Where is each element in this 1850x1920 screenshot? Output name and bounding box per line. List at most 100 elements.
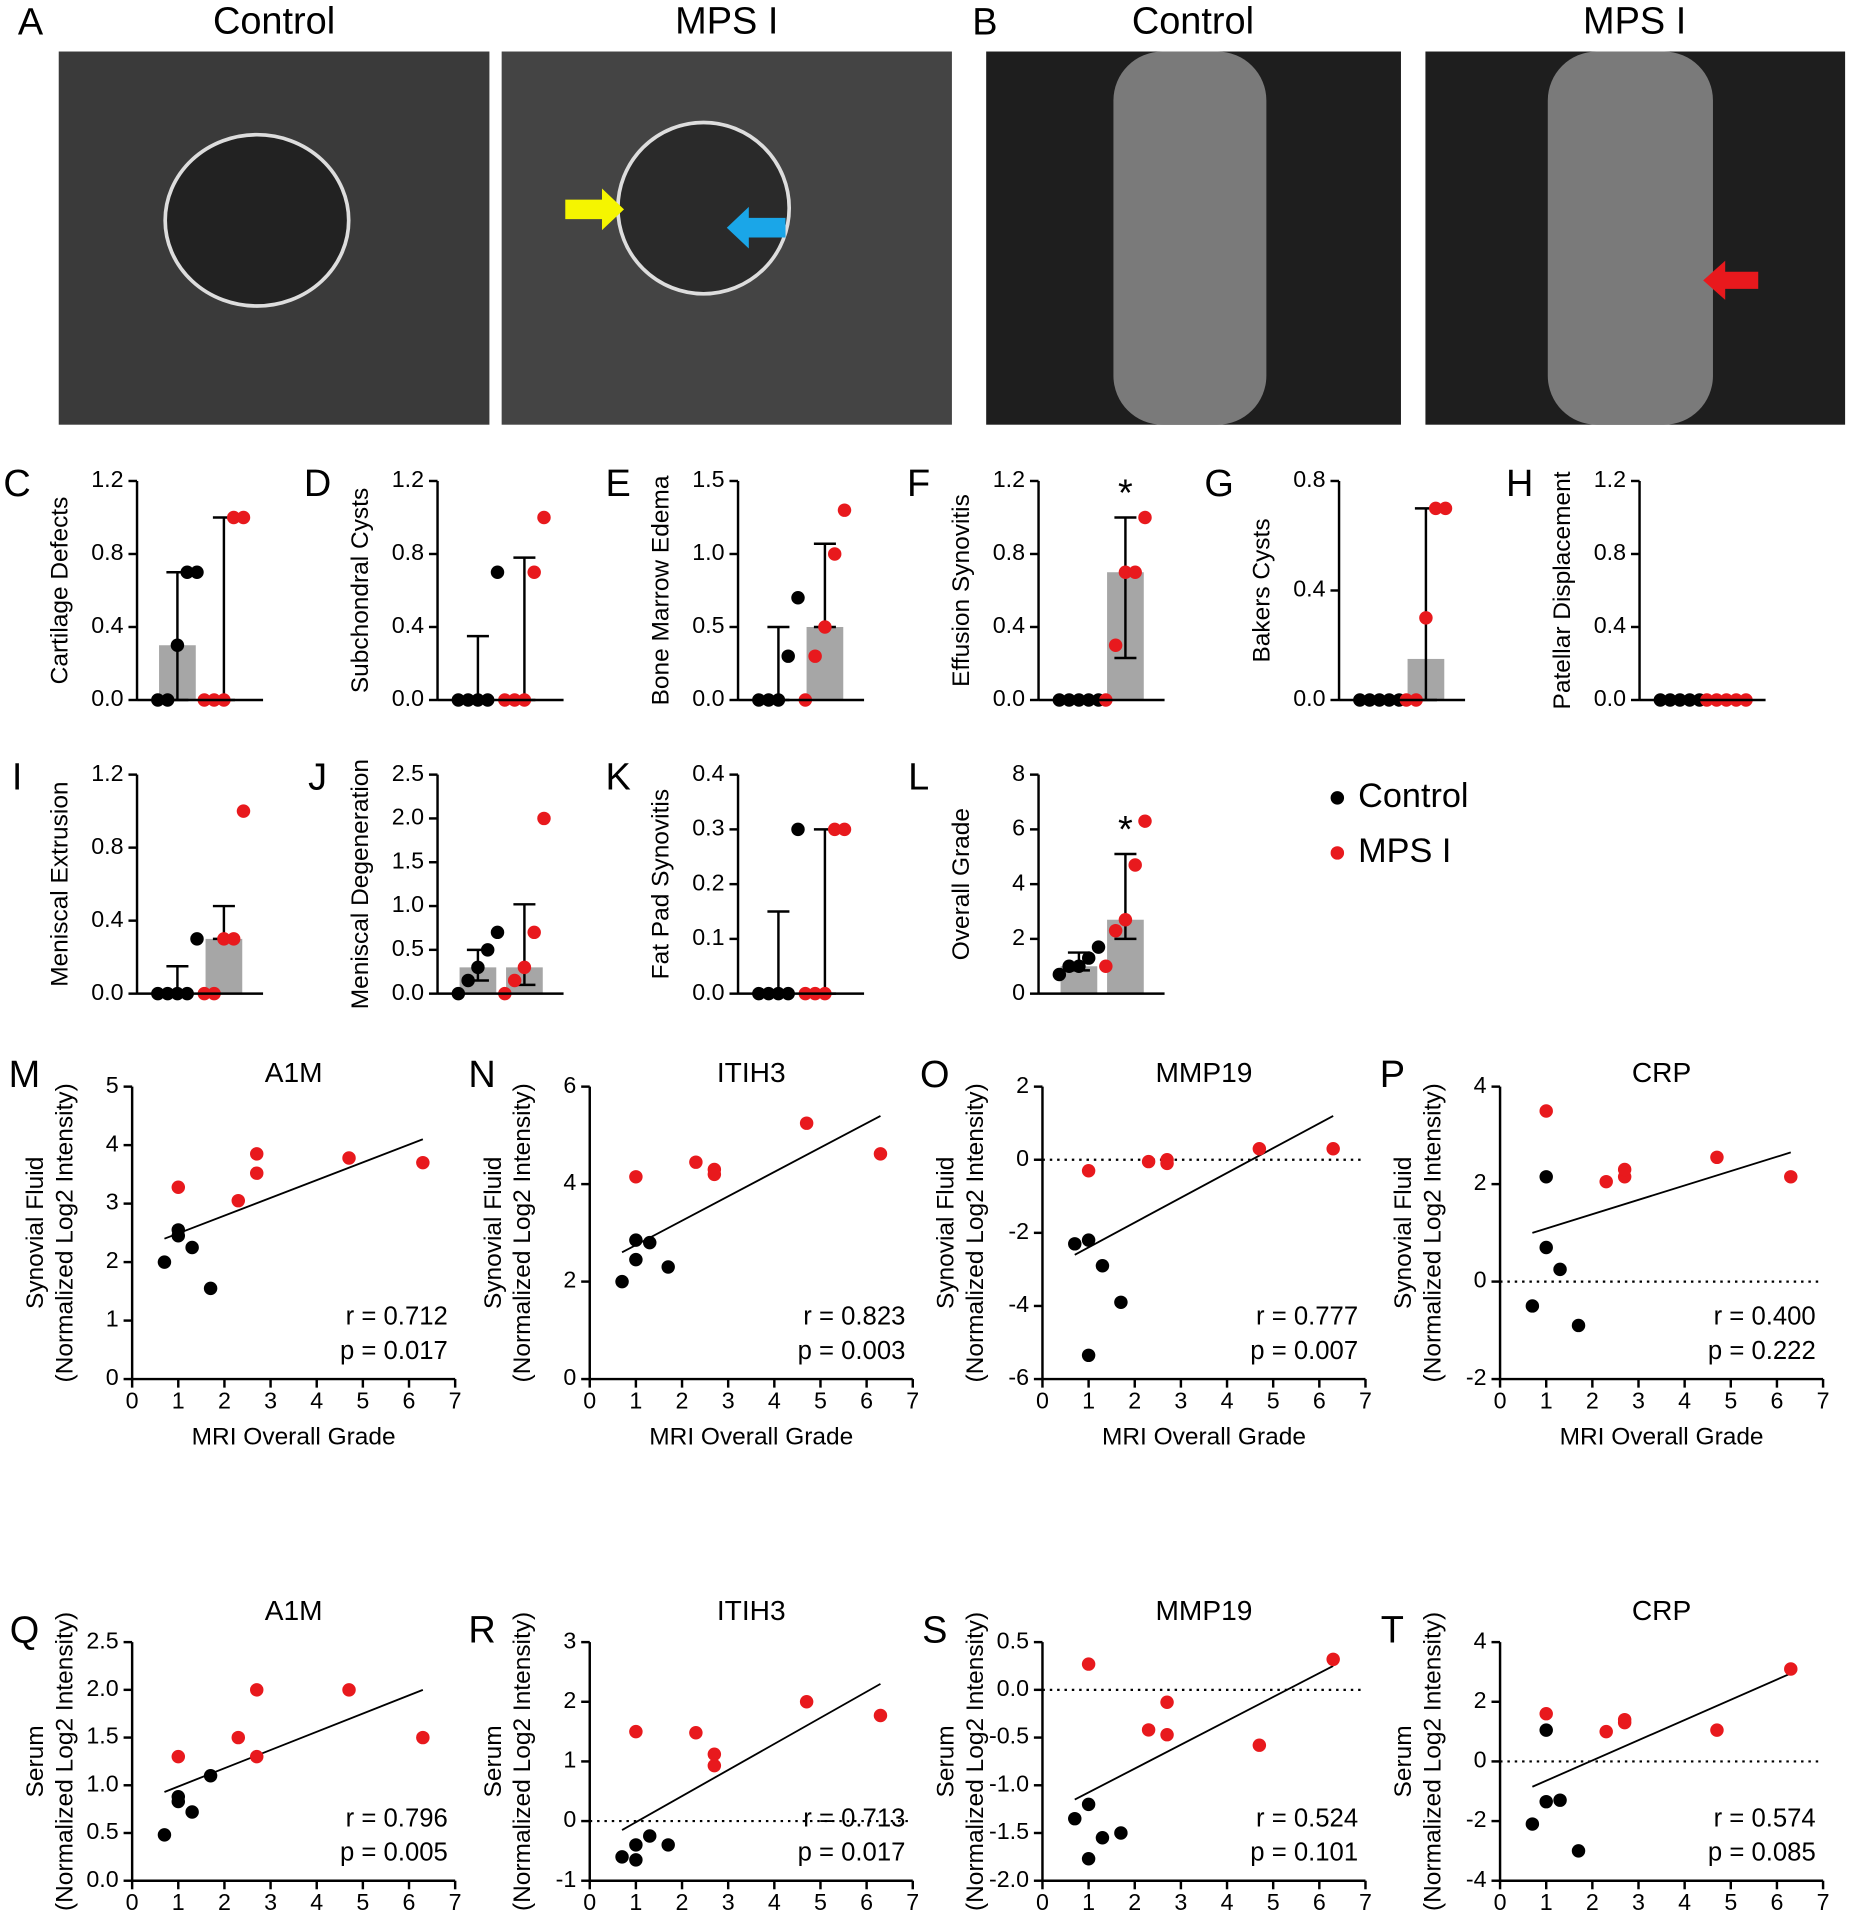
- dot: [1062, 959, 1076, 974]
- dot: [1160, 1156, 1174, 1171]
- panel-letter: C: [3, 463, 30, 505]
- x-tick-label: 5: [814, 1889, 827, 1915]
- x-tick-label: 6: [1770, 1889, 1783, 1915]
- y-tick-label: 1.2: [91, 466, 123, 492]
- y-tick-label: -0.5: [989, 1723, 1029, 1749]
- dot: [1118, 565, 1133, 579]
- dot: [416, 1730, 430, 1745]
- x-tick-label: 3: [722, 1889, 735, 1915]
- x-tick-label: 1: [1082, 1889, 1095, 1915]
- dot: [226, 510, 241, 525]
- significance: *: [1118, 809, 1133, 851]
- annotation: p = 0.005: [340, 1839, 448, 1867]
- annotation: r = 0.574: [1714, 1804, 1816, 1832]
- y-tick-label: 1.2: [91, 760, 123, 786]
- mri-image: [163, 132, 351, 308]
- x-tick-label: 6: [1313, 1889, 1326, 1915]
- dot: [1710, 1150, 1724, 1165]
- y-tick-label: 6: [563, 1072, 576, 1098]
- y-axis-label: Patellar Displacement: [1549, 471, 1576, 709]
- dot: [1419, 611, 1433, 625]
- y-tick-label: 0.0: [392, 685, 424, 711]
- dot: [1326, 1652, 1340, 1667]
- dot: [827, 547, 842, 561]
- x-tick-label: 7: [449, 1387, 462, 1413]
- y-tick-label: -6: [1008, 1364, 1029, 1390]
- dot: [226, 932, 241, 946]
- panel-letter: Q: [10, 1609, 40, 1651]
- dot: [629, 1853, 643, 1867]
- y-tick-label: 0.4: [993, 612, 1025, 638]
- dot: [781, 649, 795, 663]
- x-tick-label: 0: [1494, 1387, 1507, 1413]
- y-tick-label: 0.2: [692, 869, 724, 895]
- annotation: p = 0.222: [1708, 1337, 1816, 1365]
- x-tick-label: 0: [1036, 1387, 1049, 1413]
- x-tick-label: 2: [676, 1387, 689, 1413]
- mri-image: [616, 120, 792, 296]
- y-axis-label: Overall Grade: [948, 808, 975, 960]
- dot: [1539, 1104, 1553, 1118]
- dot: [1525, 1817, 1540, 1831]
- dot: [1068, 1811, 1082, 1826]
- arrow: [1703, 260, 1759, 300]
- y-tick-label: 0.1: [692, 924, 724, 950]
- y-tick-label: 1: [563, 1747, 576, 1773]
- x-tick-label: 7: [906, 1387, 919, 1413]
- dot: [1128, 565, 1142, 579]
- dot: [1252, 1142, 1267, 1156]
- legend-marker: [1330, 846, 1345, 860]
- y-tick-label: 0.4: [1594, 612, 1626, 638]
- x-tick-label: 5: [1267, 1889, 1280, 1915]
- x-tick-label: 6: [860, 1889, 873, 1915]
- x-tick-label: 6: [403, 1889, 416, 1915]
- x-tick-label: 0: [583, 1889, 596, 1915]
- dot: [1081, 1348, 1096, 1363]
- chart-title: CRP: [1632, 1057, 1691, 1088]
- dot: [342, 1151, 356, 1165]
- dot: [827, 822, 842, 837]
- legend-label: Control: [1358, 777, 1468, 815]
- y-tick-label: 1.5: [392, 847, 424, 873]
- y-axis-label: (Normalized Log2 Intensity): [509, 1083, 536, 1382]
- dot: [643, 1235, 657, 1250]
- y-tick-label: -2: [1466, 1806, 1487, 1832]
- y-tick-label: -2: [1466, 1364, 1487, 1390]
- x-axis-label: MRI Overall Grade: [1102, 1423, 1306, 1450]
- x-tick-label: 2: [218, 1387, 231, 1413]
- x-tick-label: 4: [1221, 1387, 1234, 1413]
- dot: [157, 1828, 172, 1842]
- annotation: p = 0.003: [798, 1337, 906, 1365]
- dot: [1571, 1318, 1586, 1333]
- x-tick-label: 2: [1128, 1387, 1141, 1413]
- fit-line: [621, 1115, 881, 1254]
- x-tick-label: 0: [1494, 1889, 1507, 1915]
- y-tick-label: 5: [106, 1072, 119, 1098]
- y-tick-label: 0.0: [692, 979, 724, 1005]
- mri-image: [1113, 51, 1267, 425]
- x-tick-label: 5: [356, 1387, 369, 1413]
- y-tick-label: 0.5: [692, 612, 724, 638]
- y-tick-label: 0: [1012, 979, 1025, 1005]
- y-tick-label: -4: [1008, 1291, 1029, 1317]
- dot: [217, 932, 231, 946]
- y-tick-label: 2: [1016, 1072, 1029, 1098]
- y-tick-label: 0.5: [86, 1818, 118, 1844]
- y-axis-label: Synovial Fluid: [932, 1157, 959, 1309]
- dot: [1617, 1162, 1632, 1177]
- x-tick-label: 7: [1359, 1387, 1372, 1413]
- y-tick-label: 0.4: [91, 906, 123, 932]
- dot: [1052, 967, 1067, 982]
- dot: [707, 1167, 722, 1182]
- dot: [629, 1170, 643, 1184]
- dot: [1784, 1662, 1798, 1676]
- dot: [1160, 1727, 1174, 1742]
- dot: [689, 1155, 703, 1169]
- dot: [1108, 638, 1123, 652]
- dot: [527, 565, 541, 579]
- dot: [837, 503, 852, 517]
- dot: [1539, 1240, 1553, 1255]
- y-tick-label: 0.0: [1293, 685, 1325, 711]
- y-tick-label: 1.5: [86, 1723, 118, 1749]
